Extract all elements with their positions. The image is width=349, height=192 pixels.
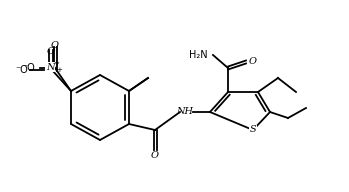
Text: N: N [49,64,57,73]
Text: H₂N: H₂N [190,50,208,60]
Text: +: + [53,60,59,66]
Text: NH: NH [177,108,193,117]
Text: +: + [56,67,62,73]
Text: N: N [46,63,54,71]
Text: O: O [151,151,159,160]
Text: ⁻O: ⁻O [15,65,28,75]
Text: O: O [51,41,59,50]
Text: O: O [47,47,55,56]
Text: S: S [250,126,256,135]
Text: O: O [249,57,257,66]
Text: ⁻O: ⁻O [22,63,35,73]
